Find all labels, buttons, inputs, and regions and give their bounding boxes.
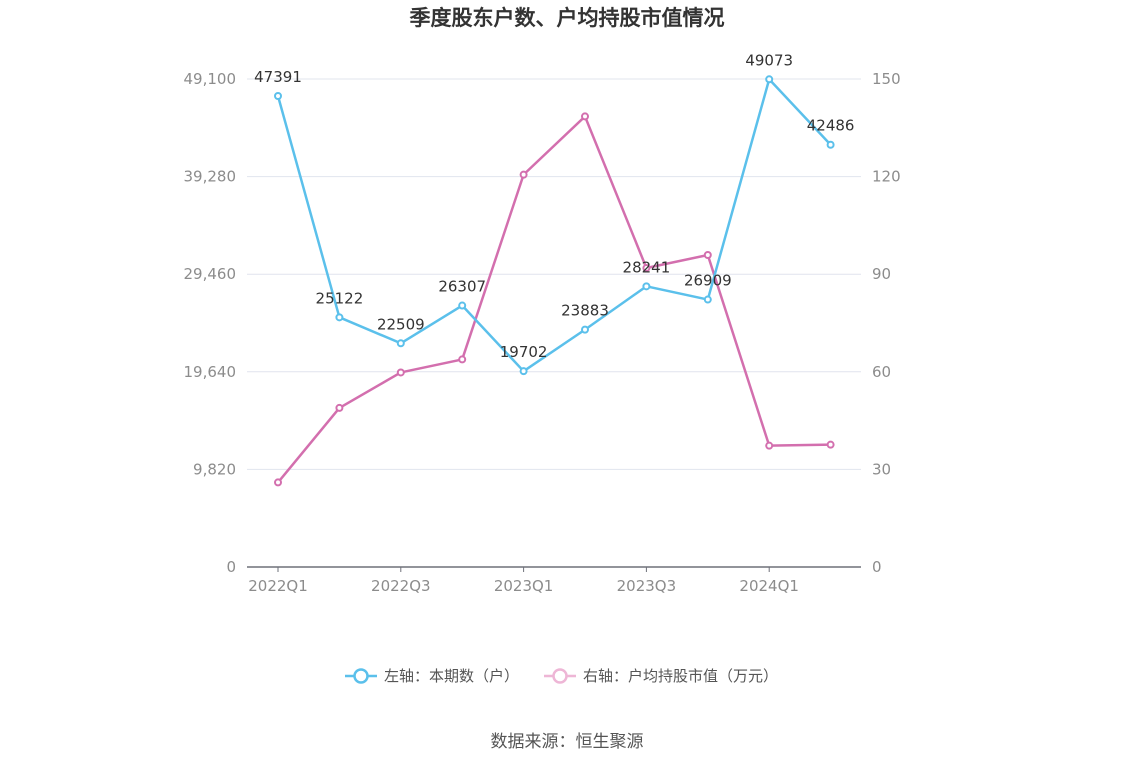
data-label: 47391: [254, 68, 302, 86]
right-tick-label: 90: [872, 265, 891, 283]
x-tick-label: 2023Q3: [617, 577, 677, 595]
data-label: 28241: [623, 258, 671, 276]
data-point-right[interactable]: [765, 441, 774, 450]
left-axis-ticks: 0 9,820 19,640 29,460 39,280 49,100: [184, 70, 237, 576]
data-point-left[interactable]: [765, 75, 774, 84]
data-point-left[interactable]: [274, 91, 282, 100]
data-point-right[interactable]: [703, 251, 712, 260]
data-label: 26307: [438, 278, 486, 296]
left-tick-label: 49,100: [184, 70, 237, 88]
data-label: 19702: [500, 343, 548, 361]
right-axis-ticks: 0 30 60 90 120 150: [872, 70, 901, 576]
series-line-right: [277, 115, 831, 484]
data-label: 22509: [377, 315, 425, 333]
data-point-left[interactable]: [703, 295, 712, 304]
x-tick-label: 2022Q3: [371, 577, 431, 595]
right-tick-label: 150: [872, 70, 901, 88]
chart-title: 季度股东户数、户均持股市值情况: [410, 6, 725, 30]
data-label: 23883: [561, 302, 609, 320]
x-tick-label: 2022Q1: [248, 577, 308, 595]
left-tick-label: 19,640: [184, 363, 237, 381]
legend: 左轴：本期数（户） 右轴：户均持股市值（万元）: [345, 667, 778, 685]
data-point-right[interactable]: [826, 440, 835, 449]
data-point-left[interactable]: [826, 140, 835, 149]
x-axis: 2022Q1 2022Q3 2023Q1 2023Q3 2024Q1: [247, 566, 861, 595]
legend-label-left: 左轴：本期数（户）: [384, 667, 519, 685]
right-tick-label: 120: [872, 168, 901, 186]
legend-item-left[interactable]: 左轴：本期数（户）: [345, 667, 519, 685]
data-point-right[interactable]: [335, 403, 344, 412]
data-point-left[interactable]: [581, 325, 589, 334]
data-label: 49073: [745, 51, 793, 69]
legend-marker-right: [552, 668, 568, 684]
legend-label-right: 右轴：户均持股市值（万元）: [583, 667, 778, 685]
data-point-right[interactable]: [396, 368, 405, 377]
grid-lines: [247, 78, 861, 470]
x-tick-label: 2024Q1: [739, 577, 799, 595]
data-source: 数据来源：恒生聚源: [491, 732, 644, 752]
x-tick-label: 2023Q1: [494, 577, 554, 595]
data-point-right[interactable]: [519, 170, 528, 179]
right-tick-label: 30: [872, 460, 891, 478]
data-point-right[interactable]: [581, 112, 589, 121]
legend-marker-left: [353, 668, 369, 684]
data-point-left[interactable]: [335, 313, 344, 322]
series-layer: [274, 75, 835, 487]
data-point-left[interactable]: [519, 367, 528, 376]
series-line-left: [276, 78, 832, 373]
data-label: 25122: [316, 289, 364, 307]
right-tick-label: 60: [872, 363, 891, 381]
right-tick-label: 0: [872, 558, 882, 576]
data-point-right[interactable]: [642, 264, 651, 273]
data-labels: 47391 25122 22509 26307 19702 23883 28241 26909…: [254, 51, 854, 361]
left-tick-label: 9,820: [193, 460, 236, 478]
data-point-right[interactable]: [458, 355, 467, 364]
data-point-left[interactable]: [396, 339, 405, 348]
data-point-right[interactable]: [274, 478, 282, 487]
data-label: 26909: [684, 272, 732, 290]
left-tick-label: 29,460: [184, 265, 237, 283]
legend-item-right[interactable]: 右轴：户均持股市值（万元）: [544, 667, 778, 685]
data-point-left[interactable]: [642, 282, 651, 291]
left-tick-label: 39,280: [184, 168, 237, 186]
data-point-left[interactable]: [458, 301, 467, 310]
data-label: 42486: [807, 117, 855, 135]
left-tick-label: 0: [226, 558, 236, 576]
